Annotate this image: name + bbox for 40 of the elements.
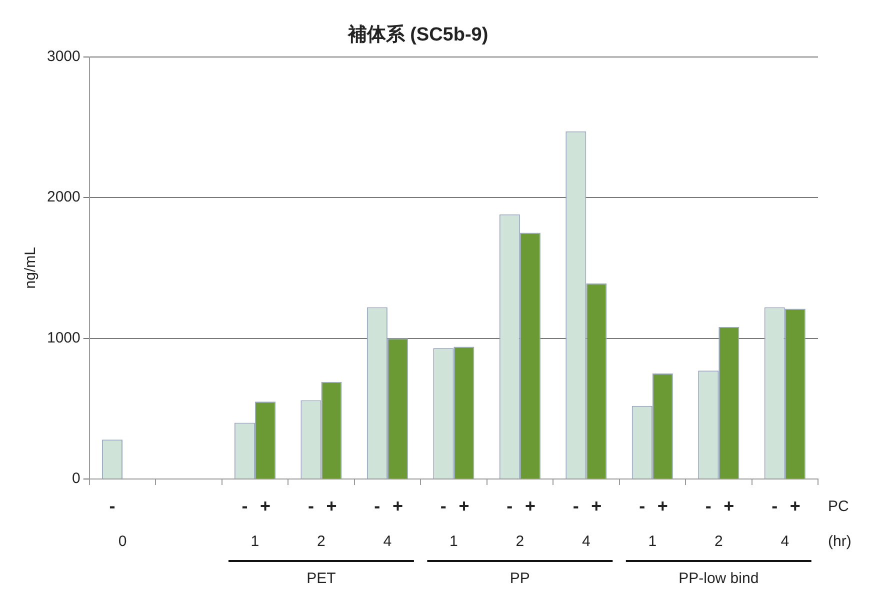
x-tick-label: 1 (648, 533, 657, 550)
text: - (242, 496, 248, 516)
text: - (308, 496, 314, 516)
series-label: + (260, 496, 270, 516)
x-tick-label: 4 (383, 533, 392, 550)
y-tick-label: 3000 (46, 48, 80, 65)
x-tick-label: 2 (714, 533, 723, 550)
x-tick-label: 1 (250, 533, 260, 550)
text: + (326, 496, 337, 516)
text: PP-low bind (678, 570, 759, 588)
text: - (639, 496, 646, 516)
y-axis-title: ng/mL (22, 247, 40, 289)
text: (hr) (828, 533, 852, 550)
series-label: - (109, 496, 116, 516)
x-tick-label: 2 (317, 533, 326, 550)
text: + (657, 496, 668, 516)
text: PP (510, 570, 530, 588)
text: + (392, 496, 403, 516)
text: + (524, 496, 536, 516)
text: PC (828, 498, 850, 516)
x-tick-label: 2 (516, 533, 524, 550)
text: - (506, 496, 513, 516)
text: - (572, 496, 579, 516)
text: - (705, 496, 712, 516)
x-tick-label: 0 (118, 533, 127, 550)
text: - (772, 496, 778, 516)
text: + (458, 496, 470, 516)
text: + (790, 496, 800, 516)
y-tick-label: 0 (72, 470, 80, 488)
text: + (591, 496, 602, 516)
x-tick-label: 1 (450, 533, 458, 550)
y-tick-label: 2000 (46, 188, 80, 206)
y-tick-label: 1000 (46, 329, 80, 346)
text: PET (306, 570, 336, 588)
x-tick-label: 4 (780, 533, 790, 550)
text: + (724, 496, 734, 516)
chart-title: 補体系 (SC5b-9) (346, 24, 488, 46)
x-tick-label: 4 (582, 533, 590, 550)
text: - (374, 496, 380, 516)
text: - (440, 496, 446, 516)
